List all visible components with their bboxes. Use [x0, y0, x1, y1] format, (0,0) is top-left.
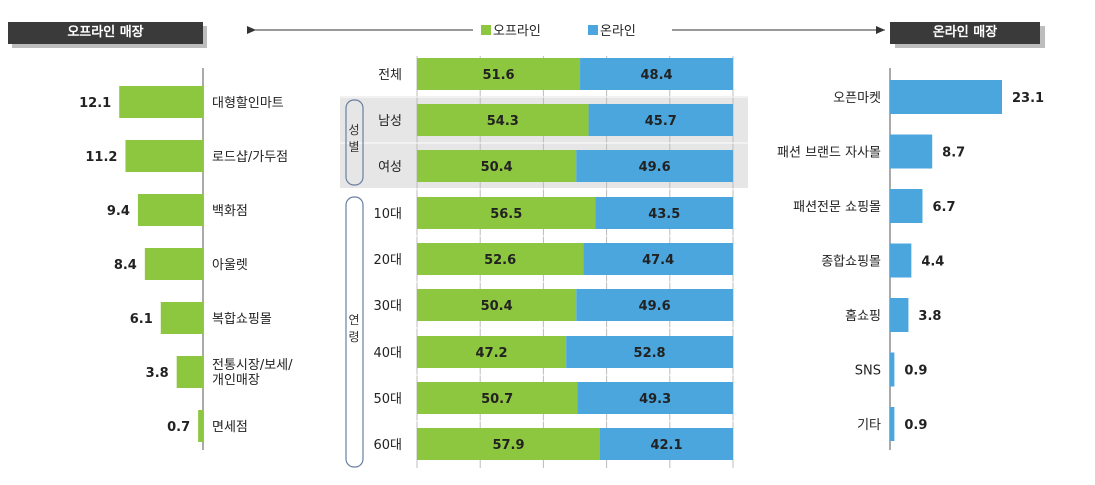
offline-category-label: 면세점	[212, 420, 248, 435]
center-category-label: 여성	[378, 160, 402, 175]
online-category-label: 종합쇼핑몰	[821, 255, 881, 270]
center-online-value: 49.3	[639, 392, 671, 407]
offline-bar	[198, 410, 203, 442]
center-online-bar	[576, 150, 733, 182]
online-bar	[890, 134, 933, 169]
center-online-bar	[577, 382, 733, 414]
center-offline-bar	[417, 336, 567, 368]
offline-store-header: 오프라인 매장	[8, 22, 203, 44]
offline-bar	[160, 302, 203, 334]
center-category-label: 40대	[373, 346, 402, 361]
center-offline-value: 51.6	[482, 68, 514, 83]
online-bar	[890, 352, 895, 387]
center-category-label: 남성	[378, 114, 402, 129]
center-category-label: 전체	[378, 68, 402, 83]
center-online-bar	[599, 428, 733, 460]
center-offline-value: 47.2	[476, 346, 508, 361]
center-offline-value: 52.6	[484, 253, 516, 268]
offline-bar	[125, 140, 203, 172]
legend-swatch-0	[481, 25, 491, 35]
center-offline-bar	[417, 197, 596, 229]
offline-value-label: 6.1	[130, 312, 153, 327]
center-offline-bar	[417, 428, 600, 460]
center-offline-bar	[417, 289, 577, 321]
offline-bar	[119, 86, 203, 118]
online-bar	[890, 407, 895, 441]
center-online-bar	[566, 336, 733, 368]
online-value-label: 4.4	[921, 255, 944, 270]
offline-category-label: 대형할인마트	[212, 96, 284, 111]
center-online-bar	[588, 104, 733, 136]
center-offline-value: 56.5	[490, 207, 522, 222]
online-value-label: 0.9	[904, 418, 927, 433]
online-category-label: 홈쇼핑	[845, 309, 881, 324]
offline-value-label: 0.7	[167, 420, 190, 435]
legend-swatch-1	[588, 25, 598, 35]
center-online-bar	[576, 289, 733, 321]
center-offline-value: 54.3	[487, 114, 519, 129]
offline-value-label: 3.8	[146, 366, 169, 381]
online-value-label: 6.7	[932, 200, 955, 215]
center-offline-bar	[417, 104, 589, 136]
center-online-bar	[583, 243, 733, 275]
center-online-value: 52.8	[634, 346, 666, 361]
online-category-label: 패션 브랜드 자사몰	[777, 146, 881, 161]
center-online-value: 45.7	[645, 114, 677, 129]
online-value-label: 0.9	[904, 364, 927, 379]
online-value-label: 23.1	[1012, 91, 1044, 106]
center-online-bar	[595, 197, 733, 229]
offline-category-label: 전통시장/보세/개인매장	[212, 358, 293, 388]
online-bar	[890, 243, 912, 278]
gender-group-bracket	[345, 99, 364, 186]
center-online-bar	[580, 58, 733, 90]
center-online-value: 42.1	[650, 438, 682, 453]
legend-label-0: 오프라인	[493, 24, 541, 39]
online-category-label: 기타	[857, 418, 881, 433]
center-online-value: 47.4	[642, 253, 674, 268]
online-category-label: SNS	[855, 364, 881, 379]
online-bar	[890, 80, 1002, 114]
online-value-label: 3.8	[918, 309, 941, 324]
center-offline-bar	[417, 243, 584, 275]
offline-value-label: 11.2	[85, 150, 117, 165]
offline-category-label: 로드샵/가두점	[212, 150, 288, 165]
offline-category-label: 백화점	[212, 204, 248, 219]
offline-bar	[144, 248, 203, 280]
online-bar	[890, 298, 909, 332]
center-category-label: 10대	[373, 207, 402, 222]
offline-value-label: 12.1	[79, 96, 111, 111]
center-offline-bar	[417, 150, 577, 182]
center-online-value: 49.6	[639, 299, 671, 314]
online-category-label: 오픈마켓	[833, 91, 881, 106]
online-value-label: 8.7	[942, 146, 965, 161]
offline-value-label: 9.4	[107, 204, 130, 219]
center-online-value: 43.5	[648, 207, 680, 222]
offline-category-label: 복합쇼핑몰	[212, 312, 272, 327]
center-online-value: 49.6	[639, 160, 671, 175]
legend-label-1: 온라인	[600, 24, 636, 39]
center-offline-bar	[417, 382, 578, 414]
center-offline-value: 50.4	[481, 299, 513, 314]
offline-bar	[137, 194, 203, 226]
center-offline-bar	[417, 58, 581, 90]
offline-value-label: 8.4	[114, 258, 137, 273]
center-offline-value: 50.4	[481, 160, 513, 175]
age-group-bracket	[345, 196, 364, 468]
center-category-label: 30대	[373, 299, 402, 314]
center-category-label: 50대	[373, 392, 402, 407]
center-category-label: 20대	[373, 253, 402, 268]
offline-category-label: 아울렛	[212, 258, 248, 273]
online-store-header: 온라인 매장	[890, 22, 1040, 44]
center-online-value: 48.4	[640, 68, 672, 83]
online-category-label: 패션전문 쇼핑몰	[793, 200, 881, 215]
center-offline-value: 57.9	[492, 438, 524, 453]
online-bar	[890, 189, 923, 223]
center-category-label: 60대	[373, 438, 402, 453]
offline-bar	[176, 356, 203, 388]
center-offline-value: 50.7	[481, 392, 513, 407]
